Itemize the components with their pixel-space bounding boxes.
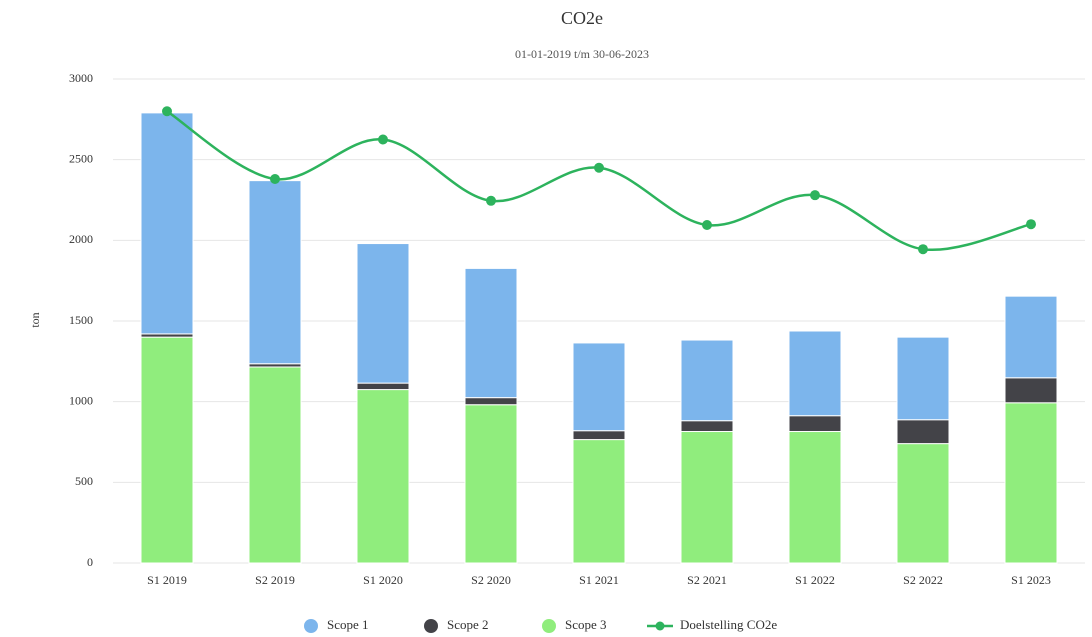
bar-segment	[572, 342, 626, 432]
bar-segment	[788, 431, 842, 564]
bar-segment	[680, 420, 734, 433]
line-marker	[594, 162, 604, 173]
bar-segment	[248, 366, 302, 564]
bar-segment	[464, 397, 518, 406]
y-tick-label: 2000	[69, 232, 93, 246]
bar-segment	[1004, 377, 1058, 404]
bar-segment	[788, 415, 842, 433]
x-tick-label: S1 2021	[579, 573, 619, 587]
bar-segment	[356, 382, 410, 391]
y-tick-label: 2500	[69, 151, 93, 165]
line-marker	[378, 134, 388, 145]
bar-segment	[680, 431, 734, 564]
legend-marker	[655, 621, 665, 631]
line-marker	[270, 174, 280, 185]
bar-segment	[464, 404, 518, 564]
x-tick-label: S1 2019	[147, 573, 187, 587]
legend-marker	[424, 619, 438, 633]
legend-label: Scope 1	[327, 617, 369, 632]
legend-marker	[304, 619, 318, 633]
bar-segment	[356, 243, 410, 384]
bar-segment	[896, 443, 950, 564]
legend-label: Doelstelling CO2e	[680, 617, 777, 632]
bar-segment	[464, 267, 518, 399]
bar-segment	[572, 439, 626, 564]
bar-segment	[680, 339, 734, 422]
bar-segment	[1004, 295, 1058, 379]
bar-segment	[1004, 402, 1058, 564]
y-tick-label: 3000	[69, 71, 93, 85]
bar-segment	[356, 389, 410, 564]
x-tick-label: S1 2020	[363, 573, 403, 587]
y-tick-label: 500	[75, 474, 93, 488]
line-marker	[486, 195, 496, 206]
bar-segment	[248, 180, 302, 365]
x-tick-label: S1 2023	[1011, 573, 1051, 587]
y-tick-label: 1000	[69, 393, 93, 407]
x-tick-label: S2 2021	[687, 573, 727, 587]
bar-segment	[788, 330, 842, 417]
line-marker	[702, 220, 712, 231]
bar-segment	[896, 419, 950, 445]
x-tick-label: S2 2019	[255, 573, 295, 587]
line-marker	[810, 190, 820, 201]
bar-segment	[140, 336, 194, 564]
x-tick-label: S2 2022	[903, 573, 943, 587]
line-marker	[918, 244, 928, 255]
y-tick-label: 1500	[69, 313, 93, 327]
chart-title: CO2e	[561, 8, 603, 28]
x-tick-label: S2 2020	[471, 573, 511, 587]
y-tick-label: 0	[87, 555, 93, 569]
line-marker	[1026, 219, 1036, 230]
legend-label: Scope 3	[565, 617, 607, 632]
legend-marker	[542, 619, 556, 633]
chart-subtitle: 01-01-2019 t/m 30-06-2023	[515, 47, 649, 61]
x-tick-label: S1 2022	[795, 573, 835, 587]
legend-label: Scope 2	[447, 617, 489, 632]
bar-segment	[140, 112, 194, 335]
y-axis-label: ton	[28, 312, 42, 327]
bar-segment	[572, 430, 626, 441]
bar-segment	[896, 336, 950, 421]
line-marker	[162, 106, 172, 117]
